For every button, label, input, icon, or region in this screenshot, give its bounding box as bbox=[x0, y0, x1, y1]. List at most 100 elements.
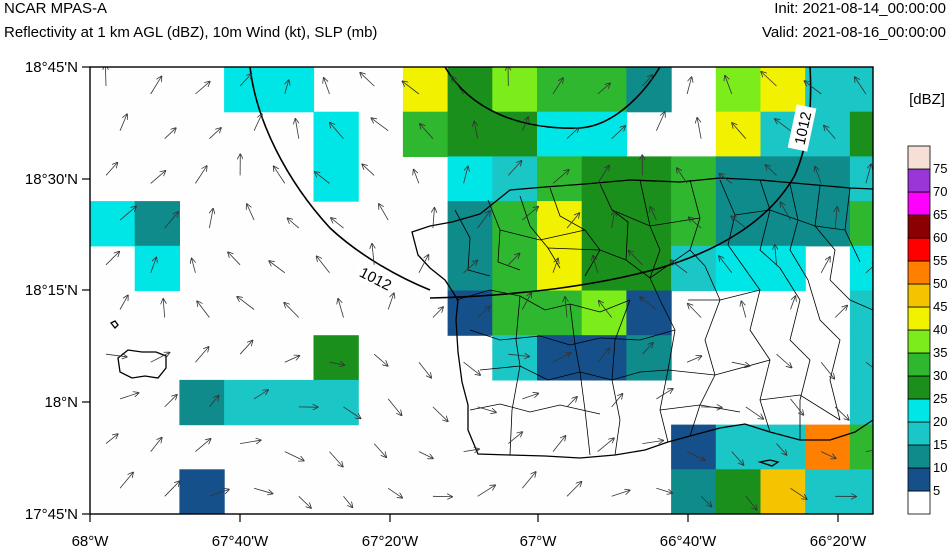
wind-arrow bbox=[642, 75, 652, 87]
wind-arrow bbox=[414, 170, 420, 184]
wind-arrow bbox=[164, 395, 177, 408]
reflectivity-cell bbox=[849, 379, 873, 426]
reflectivity-cell bbox=[626, 245, 672, 292]
colorbar-level-label: 75 bbox=[933, 161, 947, 176]
colorbar-swatch bbox=[907, 283, 931, 308]
x-tick-67w: 67°W bbox=[520, 533, 558, 550]
wind-arrow bbox=[209, 490, 228, 497]
wind-arrow bbox=[197, 301, 210, 318]
wind-arrow bbox=[611, 126, 625, 139]
reflectivity-cell bbox=[447, 67, 493, 113]
wind-arrow bbox=[163, 299, 165, 318]
wind-arrow bbox=[865, 449, 873, 452]
wind-arrow bbox=[228, 252, 241, 266]
wind-arrow bbox=[418, 255, 428, 273]
reflectivity-cell bbox=[179, 379, 225, 426]
wind-arrow bbox=[834, 306, 847, 318]
wind-arrow bbox=[597, 83, 610, 95]
wind-arrow bbox=[566, 397, 577, 408]
reflectivity-cell bbox=[224, 67, 270, 113]
wind-arrow bbox=[566, 128, 579, 139]
wind-arrow bbox=[253, 114, 262, 131]
wind-arrow bbox=[552, 436, 565, 452]
reflectivity-cell bbox=[492, 111, 538, 157]
reflectivity-cell bbox=[849, 335, 873, 381]
wind-arrow bbox=[324, 78, 330, 95]
wind-arrow bbox=[247, 204, 255, 221]
colorbar-level-label: 15 bbox=[933, 437, 947, 452]
wind-arrow bbox=[105, 434, 118, 444]
mona-island bbox=[117, 349, 167, 379]
reflectivity-cell bbox=[537, 156, 583, 202]
colorbar-swatch bbox=[907, 490, 931, 515]
wind-arrow bbox=[403, 81, 420, 95]
colorbar-swatch bbox=[907, 260, 931, 285]
model-title: NCAR MPAS-A bbox=[4, 0, 108, 17]
reflectivity-cell bbox=[581, 290, 627, 336]
wind-arrow bbox=[521, 293, 531, 310]
wind-arrow bbox=[741, 301, 747, 318]
wind-arrow bbox=[274, 166, 286, 184]
reflectivity-cell bbox=[537, 111, 583, 157]
colorbar-swatch bbox=[907, 329, 931, 354]
wind-arrow bbox=[285, 80, 289, 95]
reflectivity-cell bbox=[581, 201, 627, 247]
wind-arrow bbox=[732, 123, 747, 139]
valid-time: Valid: 2021-08-16_00:00:00 bbox=[761, 24, 946, 41]
wind-arrow bbox=[656, 112, 664, 131]
colorbar-swatch bbox=[907, 168, 931, 193]
wind-arrow bbox=[432, 406, 448, 421]
wind-arrow bbox=[379, 204, 389, 221]
x-tick-66-20w: 66°20'W bbox=[810, 533, 867, 550]
reflectivity-cell bbox=[537, 290, 583, 336]
wind-arrow bbox=[855, 77, 867, 95]
wind-arrow bbox=[629, 251, 643, 266]
wind-vectors bbox=[105, 67, 898, 510]
wind-arrow bbox=[463, 167, 468, 184]
wind-arrow bbox=[880, 485, 898, 496]
reflectivity-cell bbox=[581, 335, 627, 381]
wind-arrow bbox=[284, 303, 300, 318]
colorbar-level-label: 70 bbox=[933, 184, 947, 199]
wind-arrow bbox=[865, 164, 871, 184]
reflectivity-cell bbox=[760, 424, 806, 470]
puerto-rico-coastline bbox=[411, 177, 873, 459]
wind-arrow bbox=[387, 293, 394, 310]
wind-arrow bbox=[656, 389, 672, 400]
reflectivity-cell bbox=[760, 469, 806, 514]
wind-arrow bbox=[463, 449, 479, 451]
wind-arrow bbox=[611, 394, 623, 408]
wind-arrow bbox=[329, 451, 343, 467]
wind-arrow bbox=[865, 361, 873, 369]
reflectivity-cell bbox=[805, 156, 851, 202]
wind-arrow bbox=[295, 119, 298, 139]
wind-arrow bbox=[452, 77, 464, 95]
wind-arrow bbox=[477, 485, 495, 497]
isobar-label-2: 1012 bbox=[787, 104, 817, 152]
colorbar-swatch bbox=[907, 444, 931, 469]
wind-arrow bbox=[612, 211, 615, 229]
reflectivity-cell bbox=[492, 67, 538, 113]
reflectivity-grid bbox=[90, 67, 873, 514]
wind-arrow bbox=[284, 356, 299, 363]
wind-arrow bbox=[686, 451, 705, 461]
wind-arrow bbox=[298, 496, 311, 508]
wind-arrow bbox=[269, 261, 286, 274]
colorbar-level-label: 35 bbox=[933, 345, 947, 360]
reflectivity-cell bbox=[849, 424, 873, 470]
wind-arrow bbox=[362, 164, 375, 176]
wind-arrow bbox=[477, 307, 490, 318]
wind-arrow bbox=[766, 165, 777, 176]
y-tick-17-45n: 17°45'N bbox=[25, 506, 78, 523]
wind-arrow bbox=[805, 81, 822, 95]
reflectivity-cell bbox=[537, 67, 583, 113]
wind-arrow bbox=[105, 67, 106, 87]
wind-arrow bbox=[508, 161, 521, 176]
wind-arrow bbox=[521, 117, 528, 131]
wind-arrow bbox=[593, 256, 599, 273]
reflectivity-cell bbox=[671, 245, 717, 292]
axis-ticks bbox=[82, 66, 839, 522]
colorbar-swatch bbox=[907, 214, 931, 239]
colorbar-swatch bbox=[907, 237, 931, 262]
wind-arrow bbox=[164, 481, 180, 497]
